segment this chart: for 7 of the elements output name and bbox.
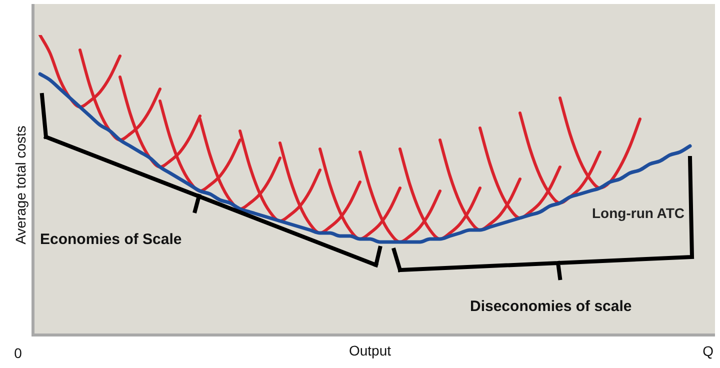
x-axis-title: Output [348,342,392,358]
annotation: Diseconomies of scale [470,298,632,316]
text: Q [702,342,714,359]
annotation: Economies of Scale [40,231,182,248]
series-label: Long-run ATC [592,204,685,221]
text: 0 [14,344,22,361]
y-axis-title: Average total costs [12,126,28,244]
